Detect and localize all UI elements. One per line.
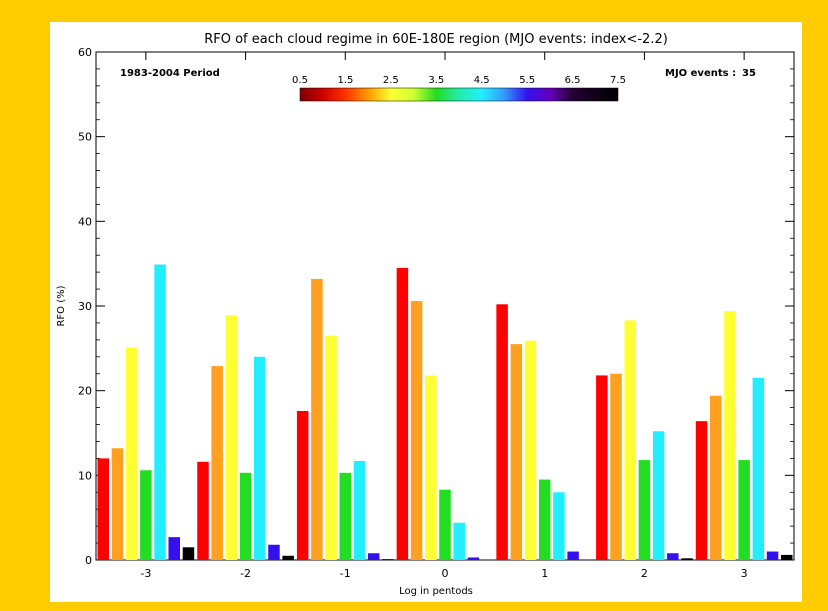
bar <box>738 460 750 560</box>
bar <box>752 377 765 560</box>
bar <box>667 553 679 560</box>
bar <box>239 472 252 560</box>
y-tick-label: 0 <box>85 554 92 567</box>
bar <box>353 460 366 560</box>
chart-title: RFO of each cloud regime in 60E-180E reg… <box>204 32 668 47</box>
x-tick-label: 1 <box>541 567 548 580</box>
bar <box>168 537 181 560</box>
bar <box>652 431 665 560</box>
colorbar-tick-label: 2.5 <box>383 75 399 86</box>
bar <box>296 410 309 560</box>
colorbar-ticks: 0.5 1.5 2.5 3.5 4.5 5.5 6.5 7.5 <box>292 75 626 86</box>
bar <box>97 458 110 560</box>
bar <box>425 375 437 560</box>
bar <box>325 335 337 560</box>
bar <box>453 522 465 560</box>
y-tick-label: 50 <box>78 131 92 144</box>
bar <box>596 375 608 560</box>
bar <box>496 304 508 560</box>
bar <box>467 557 480 560</box>
colorbar-tick-label: 3.5 <box>428 75 444 86</box>
x-tick-label: -3 <box>140 567 151 580</box>
bar <box>681 558 693 560</box>
bar <box>410 300 423 560</box>
bar <box>553 492 565 560</box>
y-tick-label: 40 <box>78 215 92 228</box>
bar <box>709 395 722 560</box>
events-label: MJO events : <box>665 68 736 79</box>
colorbar-tick-label: 6.5 <box>565 75 581 86</box>
x-tick-label: 3 <box>741 567 748 580</box>
y-tick-label: 30 <box>78 300 92 313</box>
colorbar-tick-label: 7.5 <box>610 75 626 86</box>
bar <box>780 554 793 560</box>
bar <box>211 366 223 560</box>
bar <box>439 489 451 560</box>
x-axis-label: Log in pentods <box>399 586 473 597</box>
bar <box>268 544 280 560</box>
bar-chart: RFO of each cloud regime in 60E-180E reg… <box>56 32 795 597</box>
x-tick-label: -2 <box>240 567 251 580</box>
colorbar-gradient <box>299 87 619 102</box>
bar <box>282 555 294 560</box>
y-axis-label: RFO (%) <box>56 285 67 326</box>
bar <box>610 373 622 560</box>
bar <box>154 264 166 560</box>
bar <box>140 470 152 560</box>
bar <box>339 472 352 560</box>
bar <box>125 347 138 560</box>
bar <box>567 551 579 560</box>
x-tick-label: 0 <box>442 567 449 580</box>
colorbar-tick-label: 0.5 <box>292 75 308 86</box>
events-count: 35 <box>742 68 756 79</box>
bar <box>510 344 523 560</box>
bar <box>695 421 708 560</box>
bar <box>225 315 238 560</box>
bar <box>538 479 551 560</box>
x-tick-label: 2 <box>641 567 648 580</box>
y-tick-label: 10 <box>78 469 92 482</box>
bar <box>724 311 736 560</box>
colorbar-tick-label: 5.5 <box>519 75 535 86</box>
bar <box>396 267 409 560</box>
y-tick-label: 60 <box>78 46 92 59</box>
bar <box>311 278 323 560</box>
bar <box>382 559 394 560</box>
colorbar-tick-label: 1.5 <box>337 75 353 86</box>
bar <box>367 553 380 560</box>
x-tick-label: -1 <box>340 567 351 580</box>
period-label: 1983-2004 Period <box>120 68 220 79</box>
y-tick-label: 20 <box>78 385 92 398</box>
colorbar: 0.5 1.5 2.5 3.5 4.5 5.5 6.5 7.5 <box>292 75 626 102</box>
chart-frame: RFO of each cloud regime in 60E-180E reg… <box>50 22 802 602</box>
bar <box>638 460 651 560</box>
bar <box>111 448 124 560</box>
bar-series <box>97 264 793 560</box>
bar <box>182 547 195 560</box>
bar <box>254 356 266 560</box>
colorbar-tick-label: 4.5 <box>474 75 490 86</box>
bar <box>524 340 537 560</box>
bar <box>624 320 636 560</box>
bar <box>197 461 209 560</box>
bar <box>766 551 779 560</box>
